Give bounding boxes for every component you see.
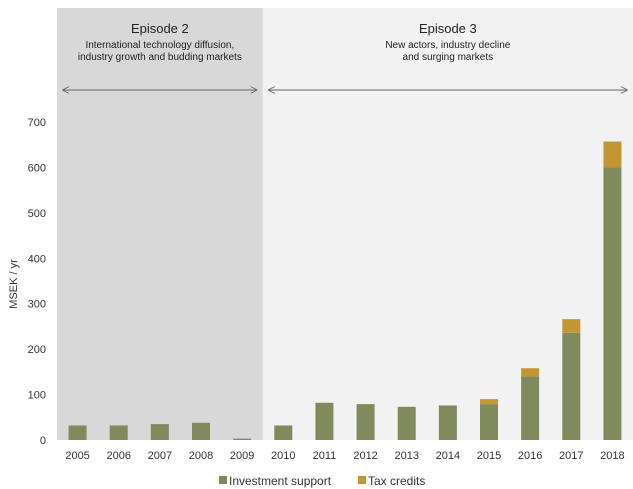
x-tick-label: 2017 <box>559 450 583 462</box>
legend-swatch <box>219 476 227 484</box>
y-tick-label: 500 <box>28 208 46 220</box>
bar-investment-support-2006 <box>110 425 128 440</box>
bar-investment-support-2012 <box>357 404 375 440</box>
x-tick-label: 2013 <box>394 450 418 462</box>
bar-investment-support-2018 <box>603 167 621 440</box>
bar-tax-credits-2018 <box>603 142 621 168</box>
y-axis-title: MSEK / yr <box>8 259 20 309</box>
bar-investment-support-2011 <box>315 403 333 440</box>
bar-investment-support-2007 <box>151 424 169 440</box>
episode-subtitle: International technology diffusion, <box>85 40 234 51</box>
x-tick-label: 2012 <box>353 450 377 462</box>
bar-investment-support-2009 <box>233 439 251 440</box>
y-axis: 0 100 200 300 400 500 600 700 MSEK / yr <box>8 117 46 447</box>
y-tick-label: 400 <box>28 253 46 265</box>
episode-subtitle: New actors, industry decline <box>385 40 510 51</box>
episode-title: Episode 3 <box>419 21 477 36</box>
bar-investment-support-2016 <box>521 376 539 440</box>
episode-title: Episode 2 <box>131 21 189 36</box>
episode-subtitle: and surging markets <box>403 52 494 63</box>
y-tick-label: 700 <box>28 117 46 129</box>
y-tick-label: 200 <box>28 344 46 356</box>
x-tick-label: 2015 <box>477 450 501 462</box>
x-tick-label: 2010 <box>271 450 295 462</box>
y-tick-label: 600 <box>28 162 46 174</box>
x-tick-label: 2005 <box>65 450 89 462</box>
bar-investment-support-2010 <box>274 425 292 440</box>
x-tick-label: 2018 <box>600 450 624 462</box>
x-tick-label: 2009 <box>230 450 254 462</box>
x-tick-label: 2008 <box>189 450 213 462</box>
episode-2-background <box>57 8 263 440</box>
x-tick-label: 2011 <box>313 450 337 462</box>
bar-investment-support-2013 <box>398 407 416 440</box>
bar-tax-credits-2016 <box>521 368 539 376</box>
x-tick-label: 2007 <box>148 450 172 462</box>
episode-backgrounds: Episode 2 International technology diffus… <box>57 8 633 440</box>
legend-label: Investment support <box>229 474 332 488</box>
x-tick-label: 2016 <box>518 450 542 462</box>
bar-investment-support-2005 <box>69 425 87 440</box>
legend-label: Tax credits <box>368 474 425 488</box>
x-tick-label: 2014 <box>436 450 460 462</box>
bar-tax-credits-2017 <box>562 319 580 333</box>
legend-swatch <box>358 476 366 484</box>
y-tick-label: 300 <box>28 299 46 311</box>
x-axis: 2005 2006 2007 2008 2009 2010 2011 2012 2013 2014… <box>65 450 624 462</box>
bar-investment-support-2017 <box>562 333 580 440</box>
episode-subtitle: industry growth and budding markets <box>78 52 242 63</box>
y-tick-label: 0 <box>40 435 46 447</box>
x-tick-label: 2006 <box>106 450 130 462</box>
y-tick-label: 100 <box>28 390 46 402</box>
bar-tax-credits-2015 <box>480 399 498 404</box>
bar-investment-support-2008 <box>192 423 210 440</box>
bar-investment-support-2014 <box>439 405 457 440</box>
legend: Investment support Tax credits <box>219 474 425 488</box>
bar-investment-support-2015 <box>480 404 498 440</box>
